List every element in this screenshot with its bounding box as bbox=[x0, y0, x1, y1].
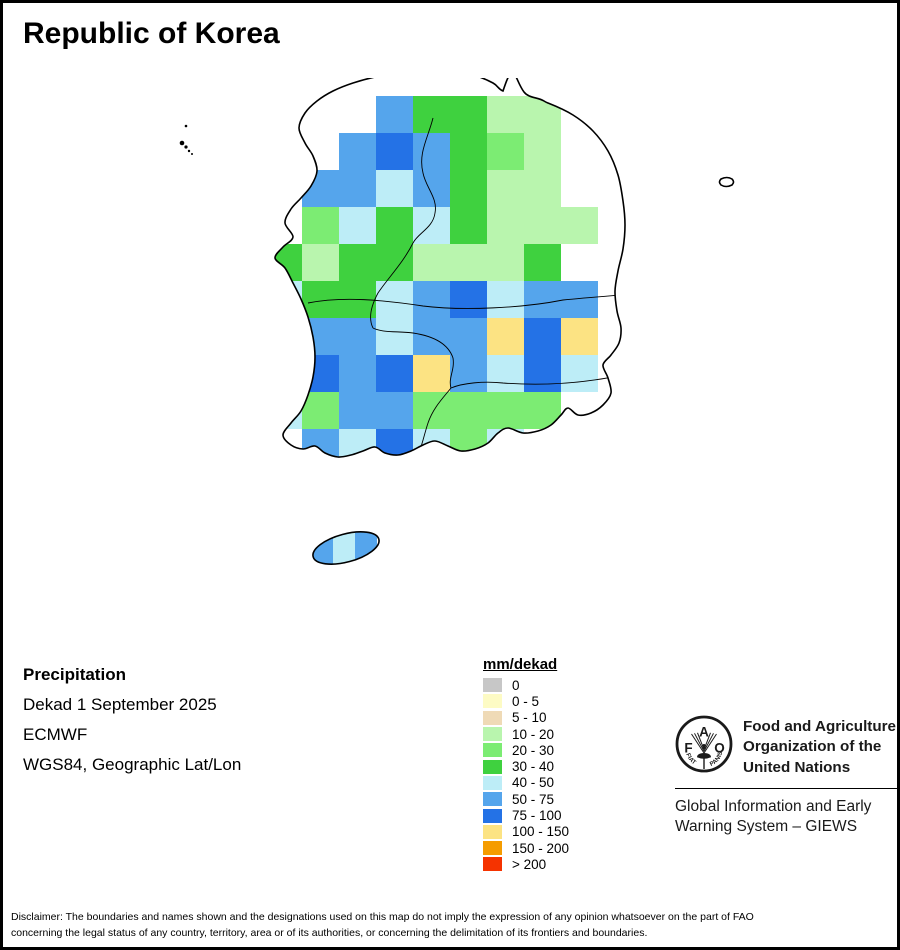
svg-text:A: A bbox=[699, 725, 709, 740]
